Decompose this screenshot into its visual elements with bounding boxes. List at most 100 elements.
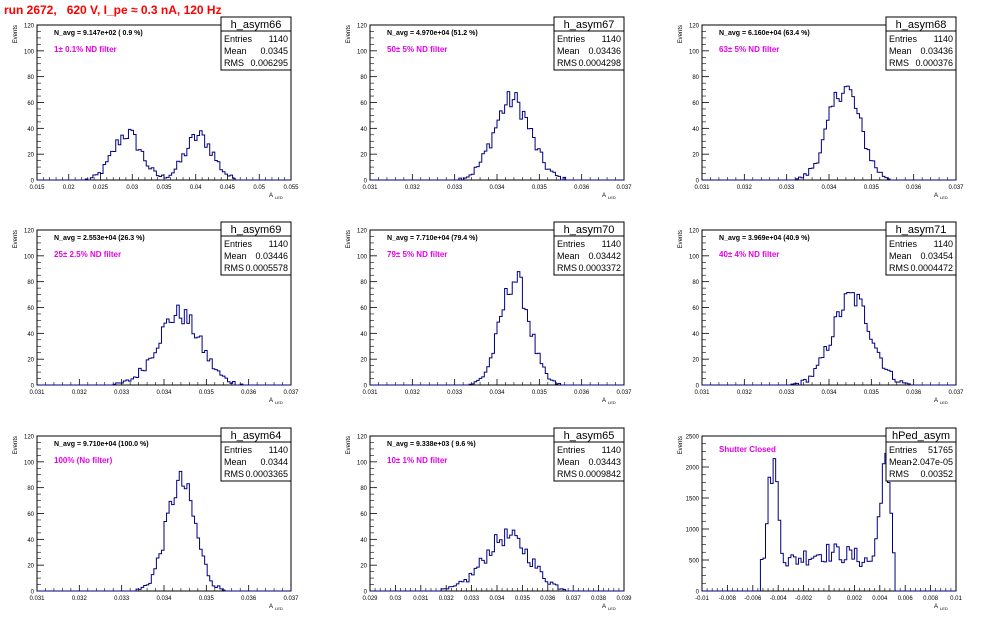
x-tick-label: 0.031 <box>29 390 45 396</box>
y-tick-label: 0 <box>31 590 35 596</box>
y-tick-label: 40 <box>360 332 367 338</box>
filter-label: Shutter Closed <box>719 445 776 454</box>
y-tick-label: 0 <box>696 179 700 185</box>
stats-value-rms: 0.0003372 <box>578 263 621 273</box>
x-tick-label: 0.034 <box>156 596 172 602</box>
x-tick-label: 0.037 <box>616 390 632 396</box>
x-tick-label: -0.008 <box>719 596 737 602</box>
x-tick-label: 0.033 <box>779 390 795 396</box>
stats-value-mean: 0.03446 <box>255 251 288 261</box>
y-tick-label: 60 <box>27 512 34 518</box>
stats-label-entries: Entries <box>889 239 918 249</box>
navg-label: N_avg = 9.338e+03 ( 9.6 %) <box>387 441 476 448</box>
y-tick-label: 0 <box>31 384 35 390</box>
histogram-line <box>370 528 624 592</box>
histogram-panel-h_asym67: 0 20 40 60 80 100 120 0.031 0.032 0.033 0.034 0.035… <box>346 16 632 200</box>
y-tick-label: 120 <box>357 229 368 235</box>
stats-label-rms: RMS <box>889 263 909 273</box>
stats-value-mean: 0.0344 <box>260 457 288 467</box>
x-tick-label: 0.015 <box>29 185 45 191</box>
stats-box <box>220 221 292 276</box>
x-tick-label: -0.006 <box>744 596 762 602</box>
navg-label: N_avg = 9.710e+04 (100.0 %) <box>54 441 149 448</box>
run-title: run 2672, 620 V, I_pe ≈ 0.3 nA, 120 Hz <box>4 3 222 17</box>
x-tick-label: 0.006 <box>898 596 914 602</box>
stats-value-entries: 1140 <box>602 239 621 249</box>
x-tick-label: 0.034 <box>489 185 505 191</box>
y-tick-label: 20 <box>692 358 699 364</box>
stats-value-mean: 0.03443 <box>588 457 621 467</box>
y-tick-label: 80 <box>692 75 699 81</box>
histogram-line <box>37 304 291 386</box>
y-axis-title: Events <box>346 25 352 43</box>
stats-label-entries: Entries <box>889 445 918 455</box>
stats-value-rms: 0.0005578 <box>245 263 288 273</box>
histogram-panel-h_asym70: 0 20 40 60 80 100 120 0.031 0.032 0.033 0.034 0.035… <box>346 221 632 405</box>
filter-label: 63± 5% ND filter <box>719 45 779 54</box>
x-tick-label: 0.031 <box>362 185 378 191</box>
stats-label-mean: Mean <box>224 457 247 467</box>
histogram-name: h_asym70 <box>564 224 615 236</box>
filter-label: 100% (No filter) <box>54 456 113 465</box>
y-axis-title: Events <box>13 230 19 248</box>
y-tick-label: 60 <box>27 306 34 312</box>
x-tick-label: 0.033 <box>464 596 480 602</box>
stats-label-entries: Entries <box>889 34 918 44</box>
stats-value-rms: 0.00352 <box>920 469 953 479</box>
x-tick-label: 0.035 <box>532 185 548 191</box>
x-tick-label: 0.036 <box>574 390 590 396</box>
filter-label: 1± 0.1% ND filter <box>54 45 117 54</box>
stats-box <box>553 427 625 482</box>
y-tick-label: 40 <box>27 538 34 544</box>
x-axis-title: A LED <box>934 193 948 200</box>
stats-value-entries: 1140 <box>934 34 953 44</box>
stats-label-entries: Entries <box>557 445 586 455</box>
x-tick-label: 0.035 <box>199 390 215 396</box>
stats-label-entries: Entries <box>557 239 586 249</box>
y-tick-label: 20 <box>360 153 367 159</box>
y-tick-label: 80 <box>692 280 699 286</box>
histogram-name: h_asym71 <box>896 224 947 236</box>
y-tick-label: 20 <box>692 153 699 159</box>
stats-label-rms: RMS <box>557 263 577 273</box>
stats-value-entries: 1140 <box>934 239 953 249</box>
y-tick-label: 40 <box>27 127 34 133</box>
x-tick-label: 0.035 <box>515 596 531 602</box>
y-tick-label: 0 <box>364 384 368 390</box>
x-axis-title: A LED <box>269 193 283 200</box>
stats-label-mean: Mean <box>557 251 580 261</box>
histogram-name: h_asym66 <box>231 19 282 31</box>
x-tick-label: 0.02 <box>63 185 75 191</box>
histogram-line <box>702 452 956 592</box>
y-tick-label: 0 <box>696 590 700 596</box>
y-tick-label: 40 <box>360 127 367 133</box>
stats-label-mean: Mean <box>889 457 912 467</box>
navg-label: N_avg = 3.969e+04 (40.9 %) <box>719 235 810 242</box>
x-tick-label: 0.038 <box>591 596 607 602</box>
y-tick-label: 120 <box>689 229 700 235</box>
y-tick-label: 0 <box>696 384 700 390</box>
stats-box <box>885 427 957 482</box>
stats-value-mean: 0.03454 <box>920 251 953 261</box>
navg-label: N_avg = 2.553e+04 (26.3 %) <box>54 235 145 242</box>
x-axis-title: A LED <box>934 604 948 611</box>
x-tick-label: -0.01 <box>695 596 709 602</box>
x-tick-label: 0.033 <box>447 390 463 396</box>
x-tick-label: 0.033 <box>779 185 795 191</box>
stats-value-mean: 0.03436 <box>920 46 953 56</box>
stats-box <box>220 427 292 482</box>
x-axis-title: A LED <box>269 604 283 611</box>
x-tick-label: 0.034 <box>156 390 172 396</box>
x-tick-label: 0.035 <box>532 390 548 396</box>
stats-label-rms: RMS <box>224 469 244 479</box>
x-axis-title: A LED <box>602 604 616 611</box>
y-tick-label: 100 <box>689 49 700 55</box>
histogram-line <box>37 128 291 181</box>
histogram-name: h_asym64 <box>231 430 282 442</box>
histogram-panel-h_asym71: 0 20 40 60 80 100 120 0.031 0.032 0.033 0.034 0.035… <box>678 221 964 405</box>
histogram-panel-h_asym68: 0 20 40 60 80 100 120 0.031 0.032 0.033 0.034 0.035… <box>678 16 964 200</box>
x-tick-label: 0.004 <box>872 596 888 602</box>
y-tick-label: 20 <box>27 564 34 570</box>
x-tick-label: 0.04 <box>190 185 202 191</box>
